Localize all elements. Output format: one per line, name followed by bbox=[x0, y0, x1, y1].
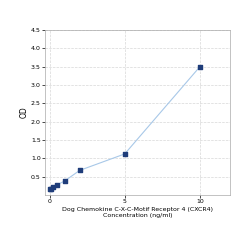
Point bbox=[62, 179, 66, 183]
Point bbox=[78, 168, 82, 172]
Y-axis label: OD: OD bbox=[19, 106, 28, 118]
Point bbox=[55, 183, 59, 187]
Point bbox=[51, 185, 55, 189]
Point bbox=[198, 65, 202, 69]
Point bbox=[123, 152, 127, 156]
Point bbox=[48, 187, 52, 191]
X-axis label: Dog Chemokine C-X-C-Motif Receptor 4 (CXCR4)
Concentration (ng/ml): Dog Chemokine C-X-C-Motif Receptor 4 (CX… bbox=[62, 207, 213, 218]
Point bbox=[50, 186, 54, 190]
